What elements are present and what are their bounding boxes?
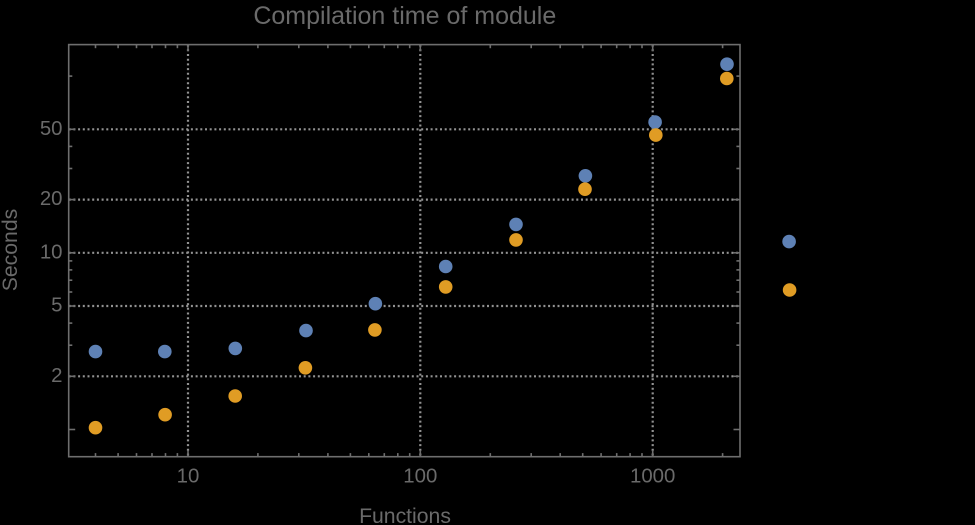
svg-text:Seconds: Seconds [0, 209, 22, 291]
svg-text:100: 100 [403, 466, 437, 488]
svg-text:20: 20 [40, 188, 63, 210]
svg-text:1000: 1000 [630, 466, 675, 488]
svg-text:5: 5 [51, 295, 62, 317]
svg-text:Functions: Functions [359, 505, 451, 525]
svg-text:10: 10 [177, 466, 200, 488]
svg-text:2: 2 [51, 365, 62, 387]
svg-text:Compilation time of module: Compilation time of module [253, 2, 556, 30]
svg-text:10: 10 [40, 241, 63, 263]
svg-text:50: 50 [40, 118, 63, 140]
